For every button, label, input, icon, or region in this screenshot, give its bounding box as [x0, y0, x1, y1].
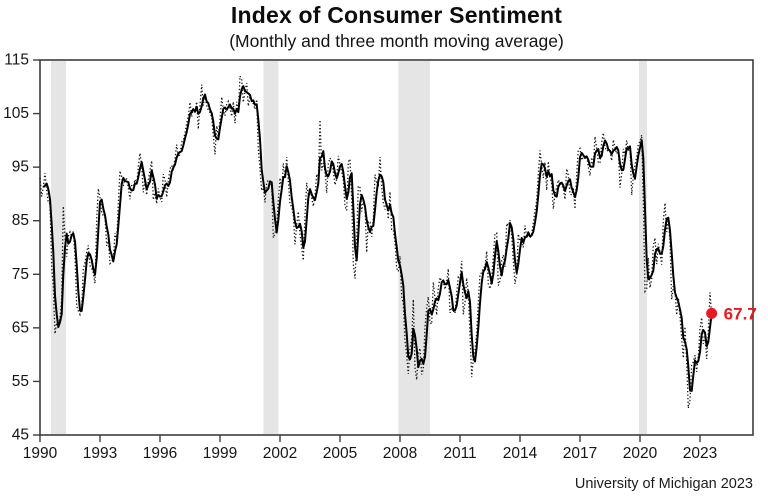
x-axis-tick-label: 2014: [503, 445, 538, 462]
source-credit: University of Michigan 2023: [574, 476, 753, 492]
y-axis-tick-label: 65: [12, 319, 29, 336]
y-axis-tick-label: 55: [12, 373, 29, 390]
y-axis-tick-label: 105: [3, 105, 29, 122]
x-axis-tick-label: 1993: [83, 445, 117, 462]
chart-header: Index of Consumer Sentiment (Monthly and…: [40, 2, 753, 52]
y-axis-tick-label: 45: [12, 427, 29, 444]
plot-frame: [39, 59, 754, 436]
x-axis-tick-label: 1990: [23, 445, 58, 462]
x-axis-tick-label: 2020: [623, 445, 658, 462]
x-axis-tick-label: 1996: [143, 445, 177, 462]
chart-title: Index of Consumer Sentiment: [230, 2, 563, 28]
recession-band: [639, 61, 647, 434]
chart-subtitle: (Monthly and three month moving average): [229, 30, 564, 51]
y-axis-tick-label: 95: [12, 159, 29, 176]
recession-band: [398, 61, 430, 434]
x-axis-tick-label: 2008: [383, 445, 417, 462]
x-axis-tick-label: 1999: [203, 445, 237, 462]
x-axis-tick-label: 2002: [263, 445, 297, 462]
x-axis-tick-label: 2011: [443, 445, 476, 462]
moving-average-line: [42, 85, 713, 392]
x-axis-tick-label: 2005: [323, 445, 357, 462]
y-axis-tick-label: 115: [4, 52, 29, 69]
latest-value-label: 67.7: [724, 304, 757, 323]
recession-band: [51, 61, 66, 434]
x-axis-tick-label: 2017: [563, 445, 597, 462]
x-axis-tick-label: 2023: [683, 445, 717, 462]
recession-band: [263, 61, 279, 434]
monthly-series-line: [39, 75, 713, 409]
y-axis-tick-label: 75: [12, 266, 29, 283]
y-axis-tick-label: 85: [12, 212, 29, 229]
latest-value-dot: [706, 307, 718, 319]
